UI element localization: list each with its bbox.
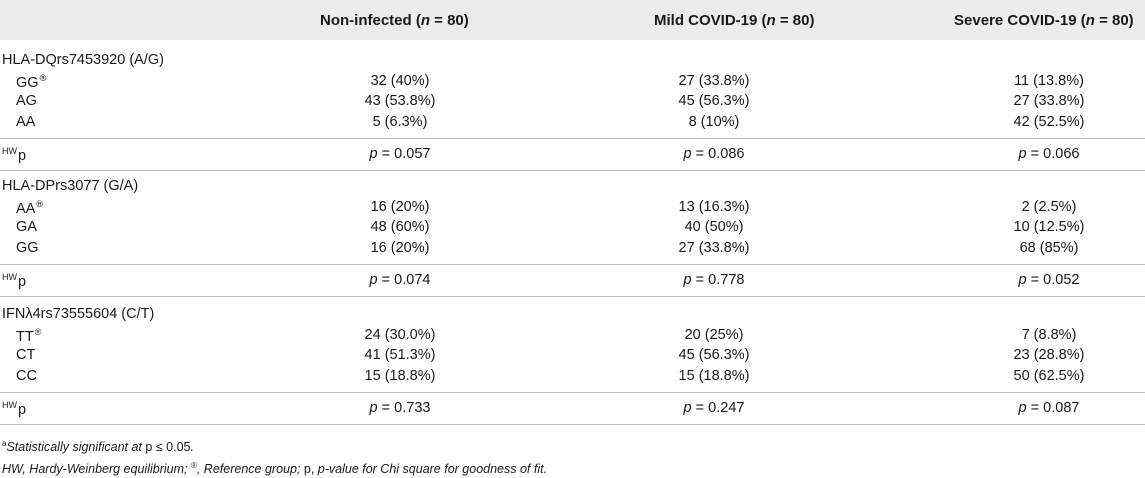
hw-p-value: p = 0.778 — [684, 272, 745, 288]
p-number: = 0.247 — [691, 400, 745, 416]
hw-p-value: p = 0.066 — [1019, 146, 1080, 162]
table-cell: 43 (53.8%) — [364, 93, 436, 109]
hw-p-label: HWp — [2, 146, 26, 164]
genotype-text: AA — [16, 113, 36, 130]
hw-superscript: HW — [2, 400, 17, 410]
table-cell: 15 (18.8%) — [678, 367, 750, 384]
table-cell: 40 (50%) — [684, 219, 744, 235]
section-divider — [0, 424, 1145, 425]
hw-p-value: p = 0.052 — [1019, 272, 1080, 288]
genotype-label: GA — [16, 219, 37, 235]
genotype-label: GG — [16, 240, 39, 256]
genotype-text: AG — [16, 93, 37, 109]
hw-p-label: HWp — [2, 272, 26, 290]
genotype-text: GG — [16, 74, 39, 91]
section-divider — [0, 170, 1145, 171]
hw-superscript: HW — [2, 146, 17, 156]
table-cell: 7 (8.8%) — [1021, 326, 1077, 343]
p-number: = 0.057 — [377, 146, 431, 162]
genotype-text: TT — [16, 328, 34, 345]
table-cell: 27 (33.8%) — [1013, 93, 1085, 109]
section-title: IFNλ4rs73555604 (C/T) — [2, 306, 155, 322]
hw-p-label: HWp — [2, 400, 26, 418]
genotype-text: GA — [16, 219, 37, 235]
table-cell: 11 (13.8%) — [1014, 72, 1084, 89]
table-cell: 15 (18.8%) — [364, 367, 436, 384]
p-number: = 0.733 — [377, 400, 431, 416]
table-cell: 50 (62.5%) — [1013, 367, 1085, 384]
p-number: = 0.086 — [691, 146, 745, 162]
p-symbol: p — [369, 400, 378, 416]
genotype-text: GG — [16, 239, 39, 256]
genotype-label: TT® — [16, 327, 41, 345]
table-cell: 27 (33.8%) — [678, 239, 750, 256]
table-cell: 5 (6.3%) — [372, 113, 428, 130]
p-symbol: p — [1018, 272, 1027, 288]
table-cell: 42 (52.5%) — [1013, 113, 1085, 130]
genotype-label: GG® — [16, 73, 46, 91]
table-cell: 20 (25%) — [684, 326, 744, 343]
table-cell: 27 (33.8%) — [678, 72, 750, 89]
p-symbol: p — [369, 146, 378, 162]
hw-p-value: p = 0.074 — [370, 272, 431, 288]
genotype-text: CC — [16, 367, 37, 384]
table-cell: 48 (60%) — [370, 219, 430, 235]
genotype-label: AA — [16, 114, 35, 130]
genotype-label: AG — [16, 93, 37, 109]
hw-base: p — [18, 148, 27, 164]
p-number: = 0.778 — [691, 272, 745, 288]
table-cell: 45 (56.3%) — [678, 93, 750, 109]
column-header-non-infected: Non-infected (n = 80) — [320, 12, 469, 29]
section-title: HLA-DQrs7453920 (A/G) — [2, 52, 164, 68]
table-cell: 16 (20%) — [370, 239, 430, 256]
section-title: HLA-DPrs3077 (G/A) — [2, 178, 139, 194]
genotype-label: CT — [16, 347, 35, 363]
hw-base: p — [18, 274, 27, 290]
hw-p-value: p = 0.087 — [1019, 400, 1080, 416]
footnote-significance: aStatistically significant at p ≤ 0.05. — [2, 439, 194, 454]
table-cell: 68 (85%) — [1019, 239, 1079, 256]
reference-mark: ® — [34, 326, 42, 337]
genotype-text: AA — [16, 200, 36, 217]
p-number: = 0.066 — [1026, 146, 1080, 162]
reference-mark: ® — [36, 198, 43, 209]
p-number: = 0.087 — [1026, 400, 1080, 416]
table-cell: 41 (51.3%) — [364, 347, 436, 363]
row-divider — [0, 138, 1145, 139]
hw-p-value: p = 0.247 — [684, 400, 745, 416]
genotype-label: AA® — [16, 199, 43, 217]
table-cell: 10 (12.5%) — [1013, 219, 1085, 235]
p-symbol: p — [683, 400, 692, 416]
p-symbol: p — [683, 146, 692, 162]
p-number: = 0.052 — [1026, 272, 1080, 288]
p-number: = 0.074 — [377, 272, 431, 288]
hw-p-value: p = 0.086 — [684, 146, 745, 162]
section-divider — [0, 296, 1145, 297]
table-cell: 16 (20%) — [370, 198, 430, 215]
hw-base: p — [18, 402, 27, 418]
reference-mark: ® — [39, 72, 47, 83]
p-symbol: p — [369, 272, 378, 288]
p-symbol: p — [683, 272, 692, 288]
p-symbol: p — [1018, 146, 1027, 162]
column-header-mild-covid: Mild COVID-19 (n = 80) — [654, 12, 815, 29]
hw-p-value: p = 0.733 — [370, 400, 431, 416]
hw-p-value: p = 0.057 — [370, 146, 431, 162]
table-cell: 13 (16.3%) — [678, 198, 750, 215]
row-divider — [0, 392, 1145, 393]
table-cell: 24 (30.0%) — [364, 326, 436, 343]
column-header-severe-covid: Severe COVID-19 (n = 80) — [954, 12, 1134, 29]
footnote-legend: HW, Hardy-Weinberg equilibrium; ®, Refer… — [2, 461, 548, 476]
p-symbol: p — [1018, 400, 1027, 416]
genotype-label: CC — [16, 368, 37, 384]
genotype-text: CT — [16, 347, 36, 363]
table-cell: 45 (56.3%) — [678, 347, 750, 363]
row-divider — [0, 264, 1145, 265]
table-cell: 32 (40%) — [370, 72, 430, 89]
table-cell: 8 (10%) — [688, 113, 740, 130]
table-header — [0, 0, 1145, 40]
hw-superscript: HW — [2, 272, 17, 282]
table-cell: 23 (28.8%) — [1013, 347, 1085, 363]
table-cell: 2 (2.5%) — [1021, 198, 1077, 215]
